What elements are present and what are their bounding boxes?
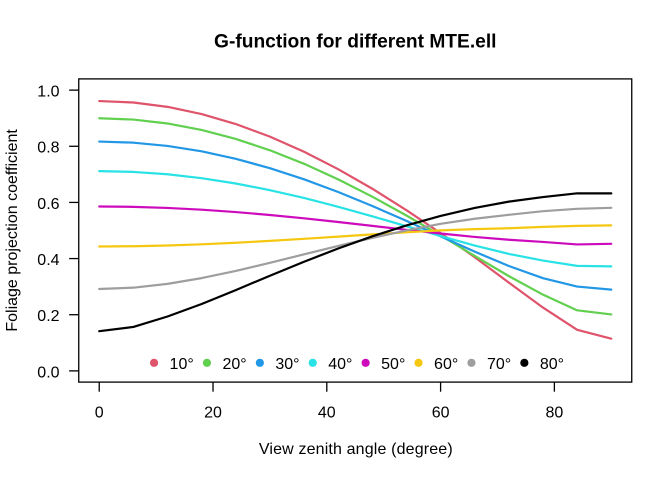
svg-text:0.6: 0.6 <box>37 196 59 213</box>
svg-text:20°: 20° <box>222 356 246 373</box>
svg-text:40: 40 <box>318 404 336 421</box>
svg-text:0.0: 0.0 <box>37 364 59 381</box>
svg-text:20: 20 <box>204 404 222 421</box>
svg-text:10°: 10° <box>170 356 194 373</box>
svg-text:50°: 50° <box>381 356 405 373</box>
svg-text:Foliage projection coefficient: Foliage projection coefficient <box>4 129 21 332</box>
svg-text:0: 0 <box>95 404 104 421</box>
svg-text:1.0: 1.0 <box>37 84 59 101</box>
svg-text:60: 60 <box>432 404 450 421</box>
svg-text:0.2: 0.2 <box>37 308 59 325</box>
svg-text:0.8: 0.8 <box>37 140 59 157</box>
svg-text:60°: 60° <box>434 356 458 373</box>
svg-text:View zenith angle (degree): View zenith angle (degree) <box>259 441 453 458</box>
svg-text:40°: 40° <box>328 356 352 373</box>
svg-text:30°: 30° <box>275 356 299 373</box>
svg-text:70°: 70° <box>487 356 511 373</box>
svg-text:80°: 80° <box>540 356 564 373</box>
svg-text:0.4: 0.4 <box>37 252 59 269</box>
svg-text:80: 80 <box>545 404 563 421</box>
svg-text:G-function for different MTE.e: G-function for different MTE.ell <box>214 31 496 52</box>
